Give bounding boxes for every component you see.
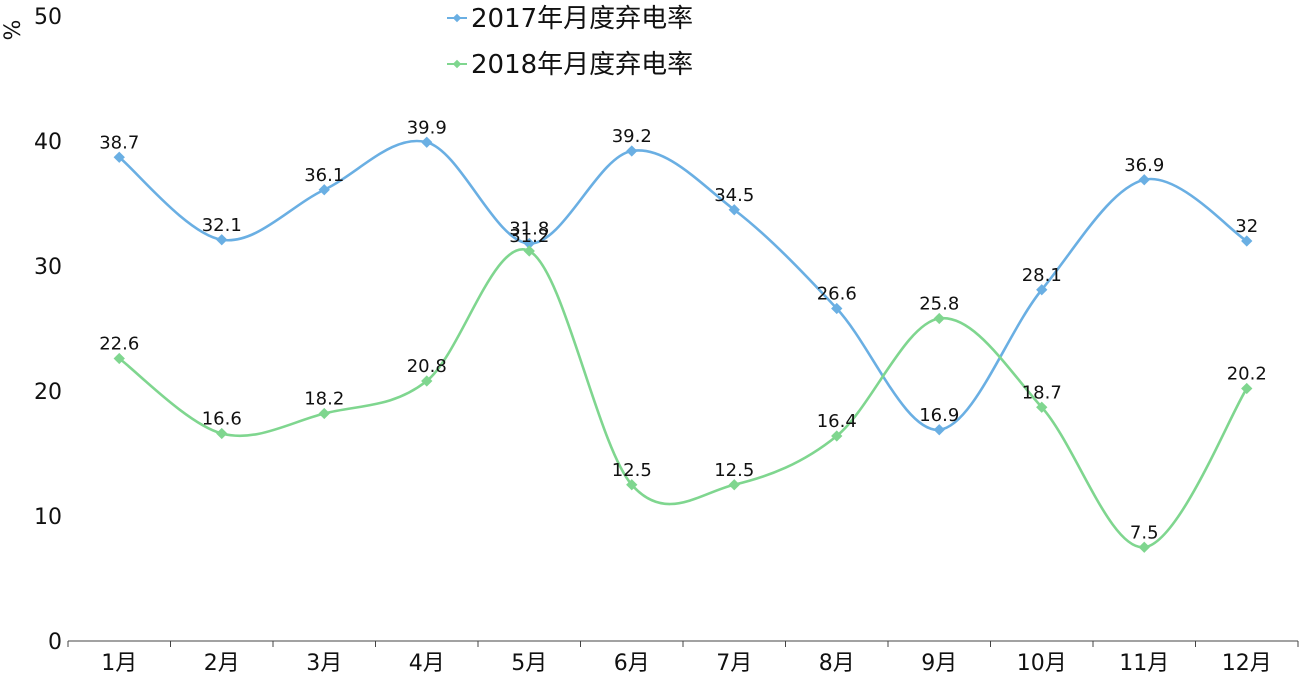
y-tick-label: 0: [48, 630, 62, 655]
x-tick-label: 10月: [1017, 651, 1067, 676]
data-point-marker: [523, 245, 535, 257]
x-tick-label: 12月: [1222, 651, 1272, 676]
data-label: 16.6: [202, 409, 242, 430]
y-tick-label: 30: [34, 255, 62, 280]
x-tick-label: 3月: [306, 651, 342, 676]
data-point-marker: [523, 237, 535, 250]
data-label: 36.9: [1124, 155, 1164, 176]
legend-label: 2018年月度弃电率: [471, 50, 693, 80]
data-point-marker: [728, 479, 740, 491]
legend: 2017年月度弃电率 2018年月度弃电率: [447, 4, 693, 80]
data-point-marker: [421, 136, 433, 148]
data-label: 34.5: [714, 185, 754, 206]
data-point-marker: [728, 204, 740, 216]
x-tick-label: 8月: [819, 651, 855, 676]
y-tick-label: 20: [34, 380, 62, 405]
data-point-marker: [831, 302, 843, 315]
series-2: [113, 245, 1253, 553]
data-labels: 38.7 32.1 36.1 39.9 31.8 39.2 34.5 26.6 16.9 28.1…: [99, 117, 1267, 543]
x-tick-label: 11月: [1119, 651, 1169, 676]
data-label: 16.9: [919, 405, 959, 426]
y-tick-label: 40: [34, 130, 62, 155]
series-line: [118, 248, 1248, 549]
data-label: 22.6: [99, 334, 139, 355]
y-tick-label: 50: [34, 5, 62, 30]
x-tick-label: 5月: [511, 651, 547, 676]
data-point-marker: [1138, 541, 1150, 553]
data-label: 31.2: [509, 226, 549, 247]
series-1: [113, 136, 1253, 436]
data-point-marker: [933, 424, 945, 436]
data-label: 32: [1235, 216, 1258, 237]
series-line: [118, 139, 1248, 432]
data-point-marker: [216, 234, 228, 246]
x-tick-label: 7月: [716, 651, 752, 676]
data-point-marker: [421, 375, 433, 387]
data-label: 32.1: [202, 215, 242, 236]
data-point-marker: [318, 184, 330, 196]
data-label: 20.8: [407, 356, 447, 377]
data-point-marker: [1036, 401, 1048, 413]
data-point-marker: [318, 407, 330, 420]
data-point-marker: [216, 427, 228, 440]
legend-swatch-marker: [452, 59, 462, 69]
series-layer: [113, 136, 1253, 553]
y-axis-unit-label: %: [1, 20, 26, 41]
data-label: 25.8: [919, 294, 959, 315]
legend-swatch-marker: [452, 13, 462, 23]
data-point-marker: [1241, 235, 1253, 247]
x-tick-label: 6月: [614, 651, 650, 676]
data-label: 38.7: [99, 132, 139, 153]
data-label: 39.2: [612, 126, 652, 147]
data-label: 18.2: [304, 389, 344, 410]
legend-item: 2017年月度弃电率: [447, 4, 693, 34]
data-point-marker: [1241, 382, 1253, 395]
legend-item: 2018年月度弃电率: [447, 50, 693, 80]
data-label: 31.8: [509, 219, 549, 240]
data-label: 28.1: [1022, 265, 1062, 286]
data-label: 36.1: [304, 165, 344, 186]
data-label: 18.7: [1022, 382, 1062, 403]
data-point-marker: [626, 145, 638, 157]
data-label: 7.5: [1130, 522, 1159, 543]
data-label: 12.5: [612, 460, 652, 481]
data-label: 20.2: [1227, 364, 1267, 385]
x-tick-label: 9月: [921, 651, 957, 676]
data-label: 16.4: [817, 411, 857, 432]
data-label: 39.9: [407, 117, 447, 138]
y-tick-label: 10: [34, 505, 62, 530]
legend-label: 2017年月度弃电率: [471, 4, 693, 34]
data-point-marker: [933, 312, 945, 325]
data-point-marker: [1036, 284, 1048, 296]
data-point-marker: [626, 479, 638, 491]
x-tick-label: 2月: [204, 651, 240, 676]
x-tick-label: 1月: [101, 651, 137, 676]
data-label: 26.6: [817, 284, 857, 305]
data-point-marker: [1138, 174, 1150, 186]
x-tick-label: 4月: [409, 651, 445, 676]
axes: 1月 2月 3月 4月 5月 6月 7月 8月 9月 10月 11月 12月 0 10 20 30 40 50%: [1, 5, 1299, 676]
data-label: 12.5: [714, 460, 754, 481]
data-point-marker: [831, 430, 843, 442]
